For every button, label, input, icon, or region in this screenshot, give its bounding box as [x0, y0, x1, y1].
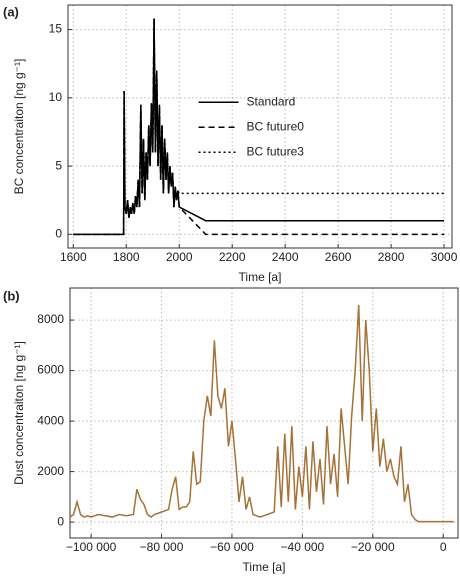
y-axis-label: BC concentraiton [ng g⁻¹] [12, 59, 26, 195]
x-tick-label: 2800 [378, 250, 405, 264]
line-series [69, 304, 454, 523]
x-tick-label: 0 [440, 540, 447, 554]
y-tick-label: 0 [57, 514, 64, 528]
x-tick-label: −100 000 [66, 540, 117, 554]
y-tick-label: 5 [55, 158, 62, 172]
y-tick-label: 6000 [37, 363, 64, 377]
x-tick-label: 1600 [60, 250, 87, 264]
y-tick-label: 4000 [37, 413, 64, 427]
x-tick-label: 1800 [113, 250, 140, 264]
y-axis-label: Dust concentraiton [ng g⁻¹] [12, 341, 26, 485]
x-tick-label: −60 000 [210, 540, 254, 554]
x-tick-label: 2200 [219, 250, 246, 264]
y-tick-label: 8000 [37, 312, 64, 326]
x-tick-label: −40 000 [281, 540, 325, 554]
panel-label: (b) [3, 288, 20, 303]
y-tick-label: 15 [49, 22, 63, 36]
line-series [73, 18, 445, 236]
x-axis-label: Time [a] [239, 270, 282, 284]
legend-label: BC future3 [247, 144, 305, 158]
y-tick-label: 0 [55, 227, 62, 241]
x-axis-label: Time [a] [243, 560, 286, 574]
x-tick-label: −20 000 [351, 540, 395, 554]
panel-label: (a) [3, 4, 19, 19]
plot-frame [69, 287, 459, 539]
x-tick-label: −80 000 [140, 540, 184, 554]
plot-frame [67, 4, 453, 249]
legend-label: Standard [247, 94, 296, 108]
x-tick-label: 2600 [325, 250, 352, 264]
y-tick-label: 2000 [37, 464, 64, 478]
x-tick-label: 2000 [166, 250, 193, 264]
x-tick-label: 2400 [272, 250, 299, 264]
y-tick-label: 10 [49, 90, 63, 104]
legend-label: BC future0 [247, 119, 305, 133]
x-tick-label: 3000 [431, 250, 458, 264]
